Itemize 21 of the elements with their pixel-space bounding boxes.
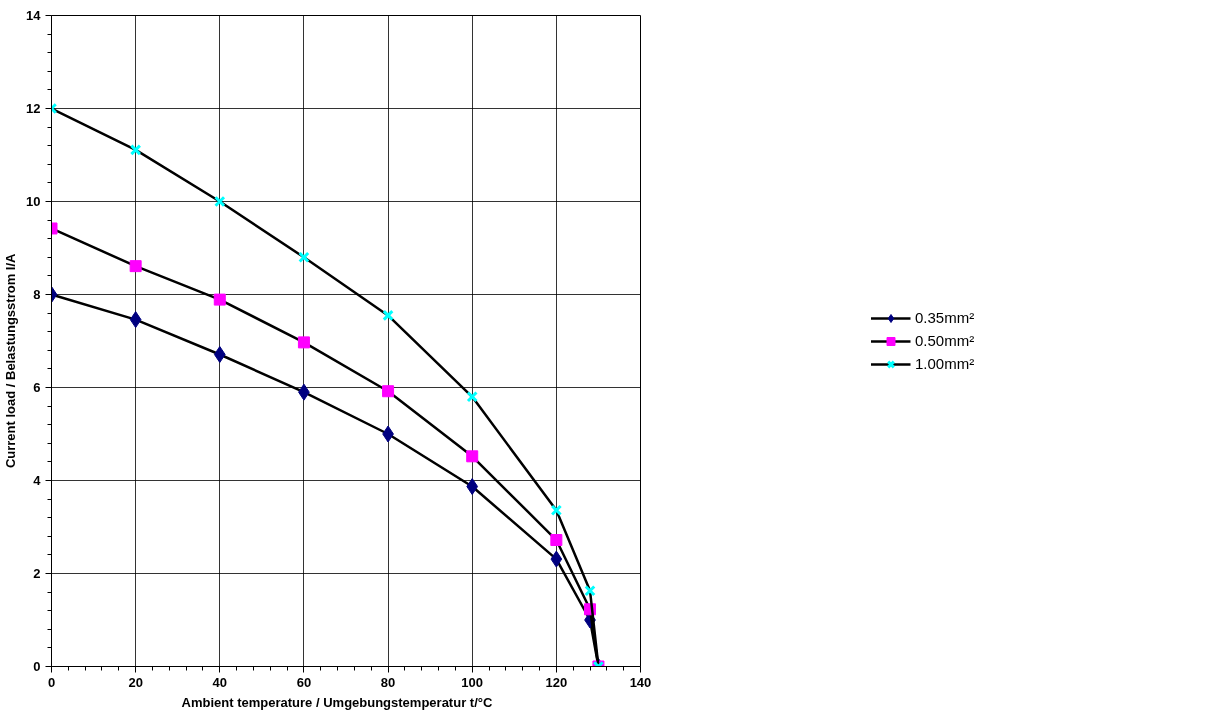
x-tick-label: 140 bbox=[629, 674, 652, 690]
x-tick-label: 100 bbox=[461, 674, 484, 690]
y-tick-label: 4 bbox=[33, 473, 42, 488]
x-tick-label: 80 bbox=[380, 674, 396, 690]
y-tick-label: 10 bbox=[26, 194, 41, 209]
y-tick-label: 8 bbox=[33, 287, 41, 302]
legend-label: 0.50mm² bbox=[915, 332, 975, 349]
x-tick-label: 0 bbox=[47, 674, 56, 690]
y-tick-label: 14 bbox=[26, 8, 42, 23]
x-axis-title: Ambient temperature / Umgebungstemperatur t/°C bbox=[181, 694, 493, 710]
x-tick-label: 120 bbox=[545, 674, 568, 690]
x-tick-label: 40 bbox=[212, 674, 228, 690]
y-tick-label: 2 bbox=[33, 566, 41, 581]
legend-label: 1.00mm² bbox=[915, 355, 975, 372]
x-tick-label: 20 bbox=[128, 674, 143, 690]
y-tick-label: 6 bbox=[33, 380, 41, 395]
y-tick-label: 0 bbox=[33, 659, 41, 674]
y-tick-label: 12 bbox=[26, 101, 41, 116]
x-tick-label: 60 bbox=[296, 674, 312, 690]
y-axis-title: Current load / Belastungsstrom I/A bbox=[3, 252, 19, 469]
legend-label: 0.35mm² bbox=[915, 309, 975, 326]
